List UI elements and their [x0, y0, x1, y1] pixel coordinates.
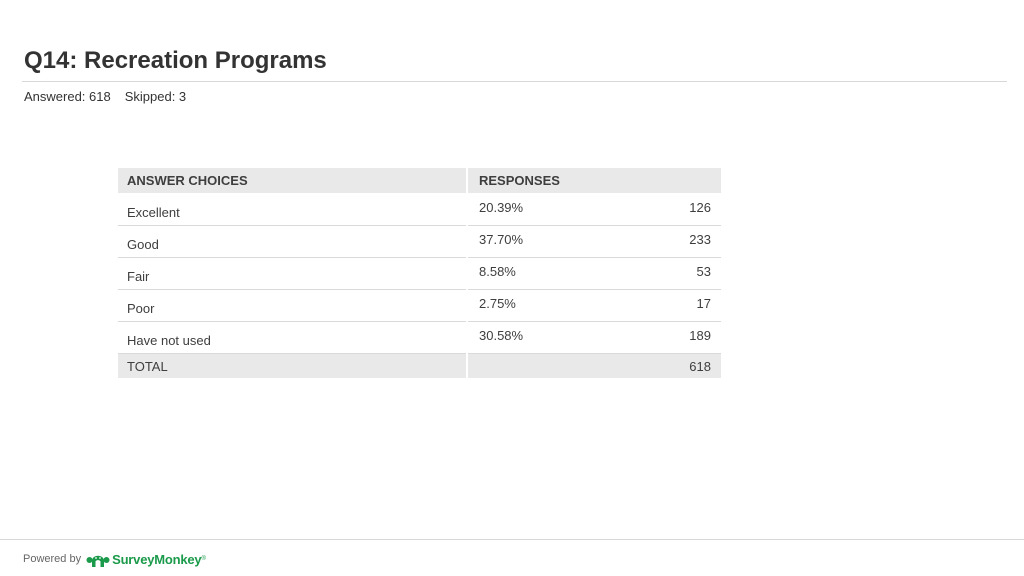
header-answer-choices: ANSWER CHOICES — [118, 168, 467, 194]
response-stats: Answered: 618 Skipped: 3 — [24, 89, 186, 105]
footer-divider — [0, 539, 1024, 540]
answer-choice: Poor — [118, 289, 467, 322]
title-divider — [22, 81, 1007, 82]
response-percent: 37.70% — [479, 232, 524, 247]
answer-choice: Fair — [118, 257, 467, 290]
table-row: Fair 8.58% 53 — [118, 257, 721, 290]
table-row: Good 37.70% 233 — [118, 225, 721, 258]
page-title: Q14: Recreation Programs — [24, 47, 327, 74]
total-count: 618 — [466, 353, 721, 378]
header-responses: RESPONSES — [466, 168, 721, 194]
answered-count: Answered: 618 — [24, 89, 111, 104]
total-label: TOTAL — [118, 353, 467, 378]
surveymonkey-logo-icon — [86, 555, 110, 567]
skipped-count: Skipped: 3 — [124, 89, 187, 104]
results-table: ANSWER CHOICES RESPONSES Excellent 20.39… — [118, 168, 721, 378]
response-percent: 20.39% — [479, 200, 524, 215]
answer-choice: Excellent — [118, 193, 467, 226]
response-count: 233 — [689, 232, 711, 247]
response-count: 17 — [696, 296, 711, 311]
surveymonkey-brand: SurveyMonkey — [112, 551, 202, 567]
footer: Powered by SurveyMonkey ® — [23, 548, 206, 570]
table-row: Poor 2.75% 17 — [118, 289, 721, 322]
table-header-row: ANSWER CHOICES RESPONSES — [118, 168, 721, 194]
table-row: Have not used 30.58% 189 — [118, 321, 721, 354]
response-percent: 8.58% — [479, 264, 516, 279]
response-count: 189 — [689, 328, 711, 343]
answer-choice: Good — [118, 225, 467, 258]
trademark-symbol: ® — [201, 556, 206, 562]
response-count: 53 — [696, 264, 711, 279]
response-percent: 30.58% — [479, 328, 524, 343]
table-row: Excellent 20.39% 126 — [118, 193, 721, 226]
powered-by-text: Powered by — [23, 553, 82, 565]
answer-choice: Have not used — [118, 321, 467, 354]
total-row: TOTAL 618 — [118, 353, 721, 378]
response-percent: 2.75% — [479, 296, 516, 311]
response-count: 126 — [689, 200, 711, 215]
